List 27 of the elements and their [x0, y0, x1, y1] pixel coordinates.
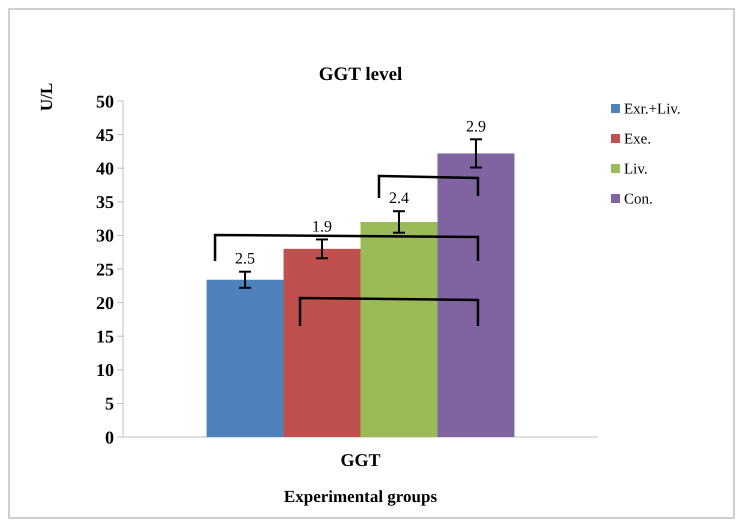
bar	[437, 153, 514, 437]
y-axis-title: U/L	[37, 82, 56, 112]
legend-label: Exr.+Liv.	[624, 101, 681, 118]
bar	[206, 280, 284, 437]
y-tick-label: 40	[96, 158, 114, 178]
legend-label: Exe.	[624, 131, 652, 148]
y-tick-label: 10	[96, 360, 114, 380]
y-tick-label: 15	[96, 326, 114, 346]
legend-label: Liv.	[624, 161, 648, 178]
bar	[360, 222, 438, 437]
y-tick-label: 30	[96, 226, 114, 246]
annotation: 2.9	[466, 118, 486, 136]
x-axis-title: Experimental groups	[284, 487, 438, 506]
annotation: 1.9	[312, 218, 332, 236]
y-tick-label: 50	[96, 91, 114, 112]
y-tick-label: 5	[105, 394, 114, 414]
legend-label: Con.	[624, 191, 653, 208]
x-tick-label: GGT	[340, 450, 381, 470]
y-tick-label: 20	[96, 292, 114, 313]
y-tick-label: 25	[96, 259, 114, 280]
annotation: 2.5	[235, 250, 256, 268]
annotation: 2.4	[388, 190, 409, 208]
chart-title: GGT level	[318, 64, 402, 85]
y-tick-label: 35	[96, 192, 114, 212]
bar	[284, 248, 360, 437]
y-tick-label: 45	[96, 124, 114, 145]
y-tick-label: 0	[105, 427, 114, 448]
